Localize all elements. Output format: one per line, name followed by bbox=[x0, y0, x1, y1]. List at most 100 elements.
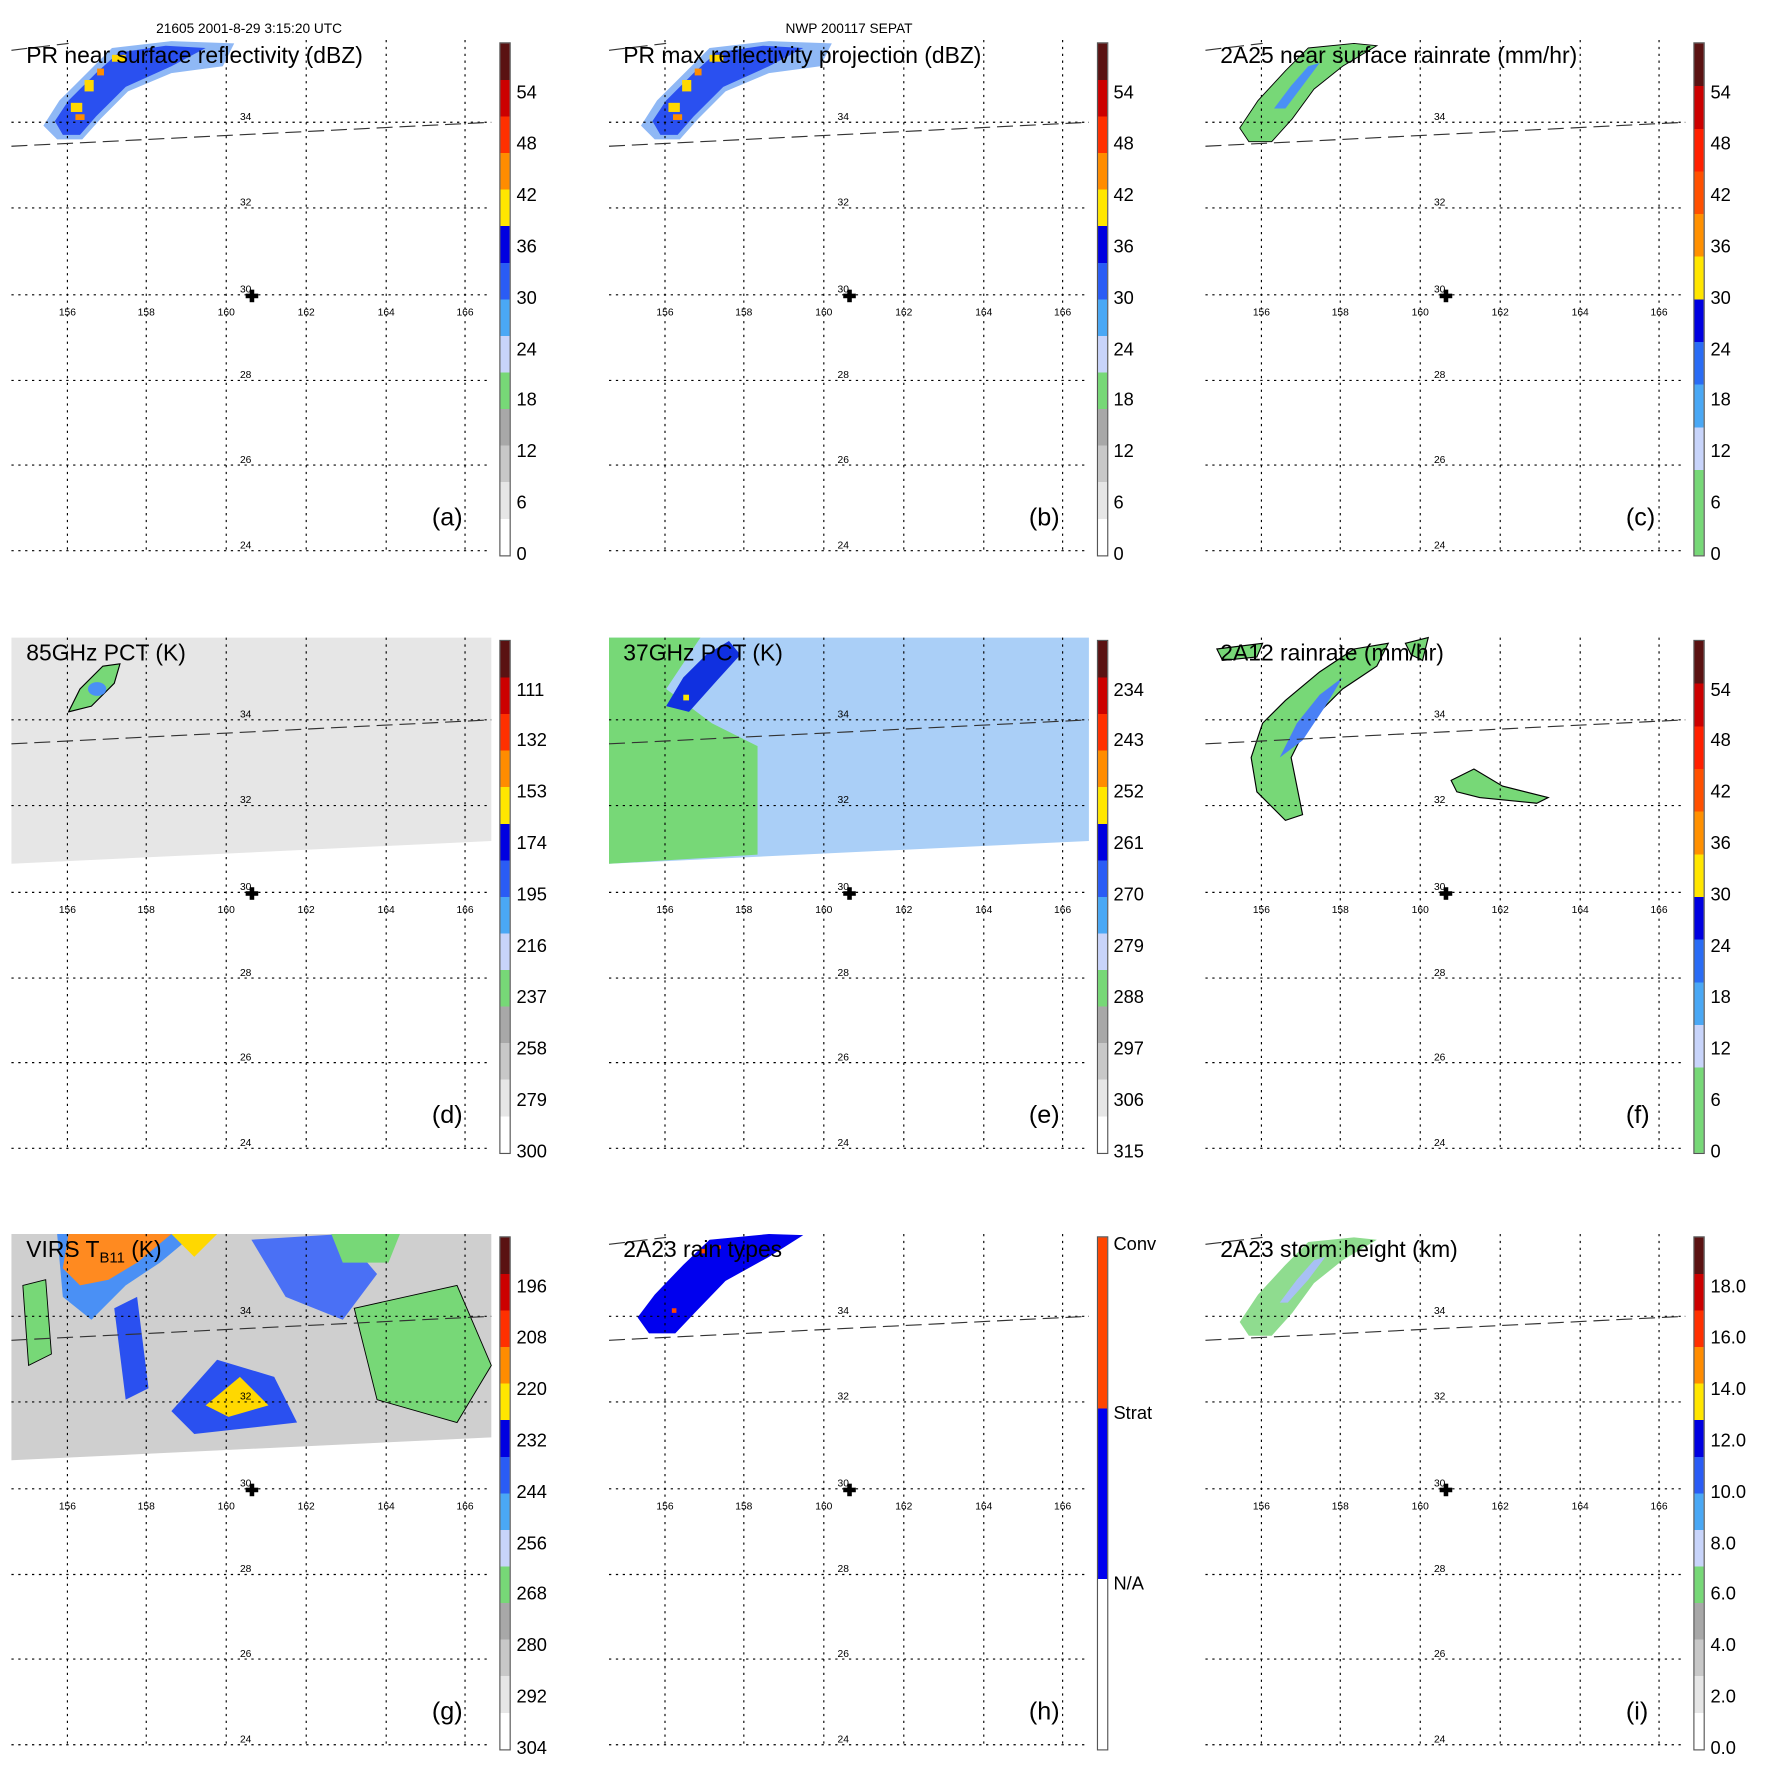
lon-label: 160 bbox=[815, 307, 832, 318]
lat-label: 24 bbox=[240, 540, 252, 551]
panel-e: 34 32 30 28 26 24 156 158 160 162 164 166 37GHz PCT … bbox=[597, 597, 1193, 1193]
lon-label: 160 bbox=[218, 904, 235, 915]
colorbar-label: 234 bbox=[1113, 680, 1144, 700]
colorbar-label: 36 bbox=[1113, 237, 1134, 257]
swath-edge bbox=[1205, 1236, 1263, 1245]
swath-edge bbox=[1205, 718, 1686, 744]
lat-label: 32 bbox=[240, 795, 252, 806]
colorbar-label: 30 bbox=[1710, 885, 1731, 906]
lat-label: 32 bbox=[240, 1392, 252, 1403]
lon-label: 158 bbox=[1332, 307, 1349, 318]
lat-label: 24 bbox=[837, 540, 849, 551]
colorbar-label: 48 bbox=[1113, 134, 1134, 155]
data-field bbox=[636, 1234, 803, 1334]
swath-edge bbox=[1205, 1315, 1686, 1341]
colorbar-label: 12 bbox=[1710, 442, 1731, 462]
swath-edge bbox=[608, 42, 666, 51]
colorbar-label: 8.0 bbox=[1710, 1533, 1736, 1554]
colorbar-label: 48 bbox=[516, 134, 537, 155]
lat-label: 24 bbox=[1434, 1734, 1446, 1745]
colorbar-label: 6 bbox=[1710, 493, 1721, 514]
colorbar-label: 24 bbox=[1113, 339, 1134, 360]
colorbar bbox=[499, 639, 511, 1154]
colorbar-label: 54 bbox=[1113, 83, 1134, 103]
colorbar-label: 111 bbox=[516, 680, 545, 700]
colorbar-label: 18 bbox=[1710, 988, 1731, 1008]
lon-label: 156 bbox=[656, 307, 673, 318]
colorbar-label: 315 bbox=[1113, 1142, 1144, 1162]
panel-title: 2A23 rain types bbox=[623, 1237, 783, 1263]
map-plot: 34 32 30 28 26 24 156 158 160 162 164 166 bbox=[608, 39, 1089, 555]
storm-center-marker bbox=[1439, 1483, 1453, 1497]
lat-label: 34 bbox=[1434, 709, 1446, 720]
lat-label: 30 bbox=[837, 285, 849, 296]
lat-label: 32 bbox=[837, 1392, 849, 1403]
colorbar bbox=[1693, 639, 1705, 1154]
colorbar-label: 54 bbox=[1710, 83, 1731, 103]
lon-label: 158 bbox=[1332, 1501, 1349, 1512]
colorbar-label: 18 bbox=[1113, 391, 1134, 411]
lon-label: 166 bbox=[1650, 904, 1667, 915]
panel-letter: (h) bbox=[1028, 1696, 1060, 1726]
lon-label: 162 bbox=[298, 904, 315, 915]
lat-label: 30 bbox=[240, 1479, 252, 1490]
colorbar-label: 279 bbox=[516, 1090, 547, 1111]
nwp-header: NWP 200117 SEPAT bbox=[785, 20, 913, 37]
colorbar-label: 36 bbox=[516, 237, 537, 257]
map-plot: 34 32 30 28 26 24 156 158 160 162 164 166 bbox=[1205, 39, 1686, 555]
lat-label: 28 bbox=[240, 370, 252, 381]
colorbar-label: 30 bbox=[516, 288, 537, 309]
lon-label: 160 bbox=[218, 1501, 235, 1512]
colorbar-label: 54 bbox=[1710, 680, 1731, 700]
colorbar-label: 174 bbox=[516, 834, 547, 854]
panel-letter: (d) bbox=[431, 1099, 463, 1129]
swath-edge bbox=[608, 1315, 1089, 1341]
colorbar-label: Strat bbox=[1113, 1404, 1153, 1424]
lon-label: 160 bbox=[1412, 904, 1429, 915]
colorbar-label: 14.0 bbox=[1710, 1380, 1747, 1400]
colorbar-label: 0 bbox=[1113, 545, 1124, 565]
colorbar bbox=[1693, 42, 1705, 557]
colorbar-label: 0.0 bbox=[1710, 1739, 1736, 1759]
lon-label: 158 bbox=[735, 1501, 752, 1512]
panel-h: 34 32 30 28 26 24 156 158 160 162 164 166 2A23 rain … bbox=[597, 1194, 1193, 1790]
colorbar-label: 208 bbox=[516, 1328, 547, 1349]
colorbar-label: 36 bbox=[1710, 237, 1731, 257]
colorbar bbox=[1096, 639, 1108, 1154]
lon-label: 160 bbox=[1412, 307, 1429, 318]
colorbar-label: 2.0 bbox=[1710, 1687, 1736, 1708]
lat-label: 32 bbox=[1434, 795, 1446, 806]
lon-label: 160 bbox=[218, 307, 235, 318]
map-plot: 34 32 30 28 26 24 156 158 160 162 164 166 bbox=[11, 39, 492, 555]
lon-label: 162 bbox=[298, 1501, 315, 1512]
colorbar-label: 288 bbox=[1113, 988, 1144, 1008]
data-field bbox=[640, 41, 832, 140]
lon-label: 162 bbox=[1492, 1501, 1509, 1512]
colorbar-label: 0 bbox=[1710, 545, 1721, 565]
colorbar bbox=[1096, 42, 1108, 557]
lon-label: 156 bbox=[1253, 904, 1270, 915]
storm-center-marker bbox=[1439, 289, 1453, 303]
colorbar-label: 244 bbox=[516, 1482, 547, 1503]
colorbar-label: 18 bbox=[1710, 391, 1731, 411]
lon-label: 156 bbox=[656, 1501, 673, 1512]
colorbar-label: 16.0 bbox=[1710, 1328, 1747, 1349]
lat-label: 34 bbox=[1434, 1306, 1446, 1317]
lat-label: 30 bbox=[240, 882, 252, 893]
lon-label: 158 bbox=[138, 1501, 155, 1512]
lon-label: 166 bbox=[456, 307, 473, 318]
map-plot: 34 32 30 28 26 24 156 158 160 162 164 166 bbox=[608, 1234, 1089, 1749]
colorbar-label: 18 bbox=[516, 391, 537, 411]
colorbar-label: 24 bbox=[516, 339, 537, 360]
lon-label: 164 bbox=[378, 307, 395, 318]
lat-label: 30 bbox=[837, 1479, 849, 1490]
lon-label: 166 bbox=[1053, 904, 1070, 915]
colorbar-label: 10.0 bbox=[1710, 1482, 1747, 1503]
lon-label: 164 bbox=[378, 904, 395, 915]
data-field bbox=[43, 41, 235, 140]
colorbar-label: 256 bbox=[516, 1533, 547, 1554]
lat-label: 28 bbox=[1434, 370, 1446, 381]
colorbar-label: 196 bbox=[516, 1277, 547, 1297]
lon-label: 156 bbox=[1253, 307, 1270, 318]
colorbar-label: 243 bbox=[1113, 731, 1144, 752]
